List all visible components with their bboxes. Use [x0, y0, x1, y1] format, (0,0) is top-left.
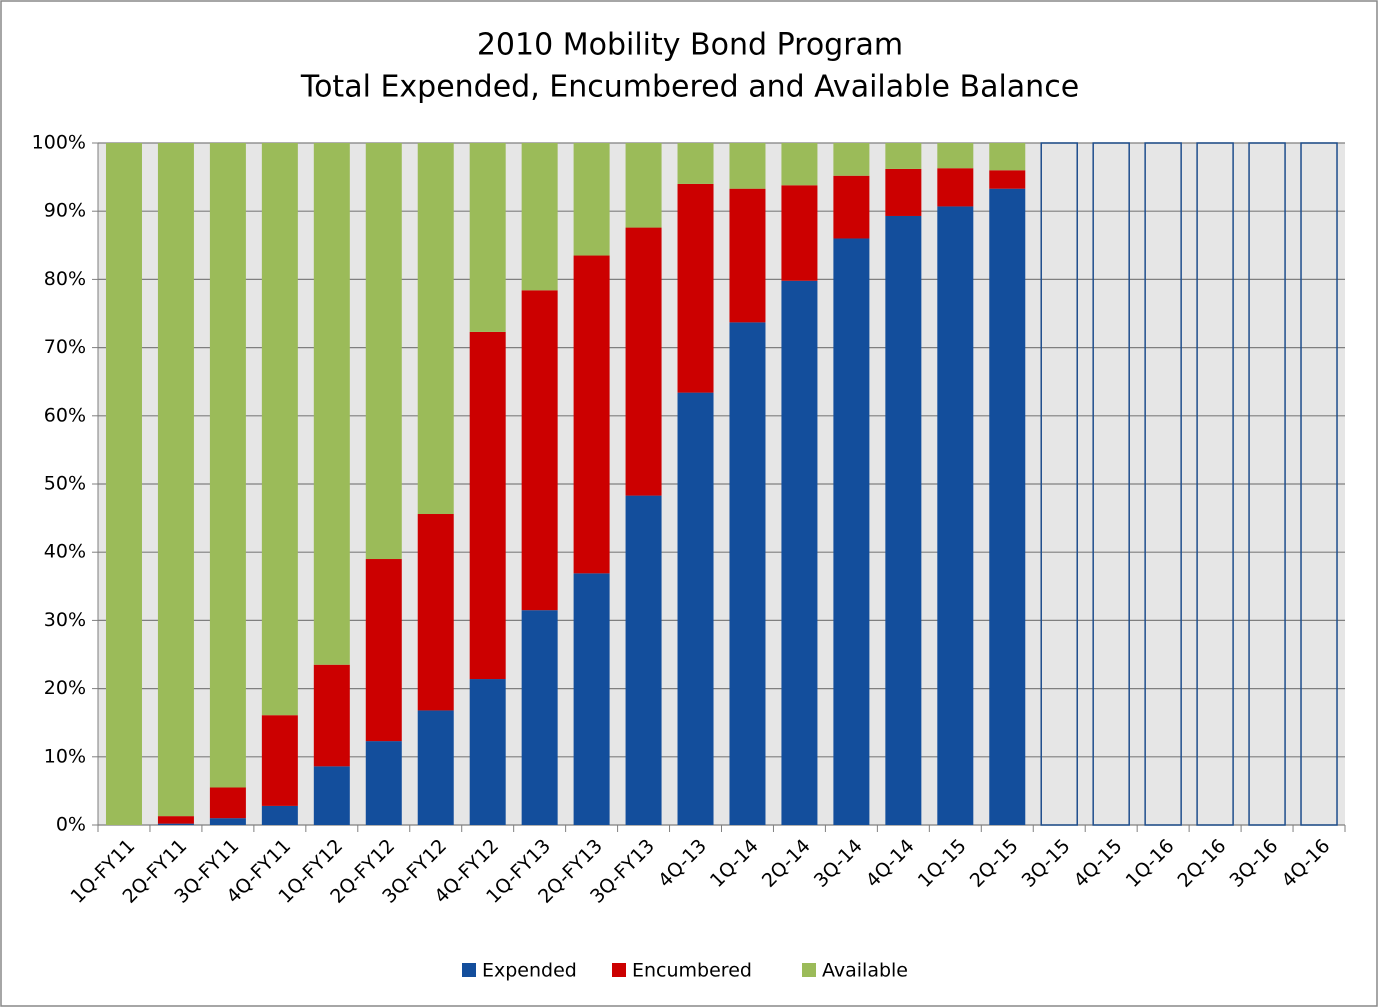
y-tick-label: 90% — [44, 200, 86, 222]
bar-segment — [833, 175, 870, 239]
legend-swatch — [612, 963, 626, 977]
bar-segment — [417, 143, 454, 515]
empty-bar — [1144, 142, 1182, 826]
bar-segment — [625, 227, 662, 496]
y-tick-label: 60% — [44, 404, 86, 426]
bar-segment — [157, 143, 194, 817]
legend-label: Encumbered — [632, 960, 752, 982]
bar-segment — [365, 741, 402, 825]
bar-segment — [157, 823, 194, 825]
empty-bar — [1300, 142, 1338, 826]
bar-segment — [573, 573, 610, 825]
bar-segment — [157, 816, 194, 824]
bar-segment — [989, 143, 1026, 171]
chart-title: 2010 Mobility Bond Program — [477, 28, 903, 63]
bar-segment — [677, 143, 714, 184]
empty-bar — [1040, 142, 1078, 826]
bar-segment — [729, 322, 766, 825]
y-tick-label: 0% — [56, 814, 86, 836]
empty-bar — [1196, 142, 1234, 826]
y-tick-label: 10% — [44, 745, 86, 767]
bar-segment — [365, 143, 402, 560]
bar-segment — [625, 495, 662, 825]
bar-segment — [885, 143, 922, 169]
bar-segment — [677, 183, 714, 393]
bar-segment — [105, 143, 142, 825]
legend-label: Available — [822, 960, 908, 982]
bar-segment — [313, 664, 350, 767]
legend-swatch — [802, 963, 816, 977]
bar-segment — [833, 143, 870, 176]
bar-segment — [937, 206, 974, 825]
bar-segment — [781, 143, 818, 186]
y-tick-label: 20% — [44, 677, 86, 699]
empty-bar — [1092, 142, 1130, 826]
bar-segment — [521, 290, 558, 611]
bar-segment — [885, 168, 922, 216]
legend-label: Expended — [482, 960, 577, 982]
bar-segment — [313, 143, 350, 665]
legend-swatch — [462, 963, 476, 977]
bar-segment — [313, 766, 350, 825]
bar-segment — [989, 188, 1026, 826]
bar-segment — [469, 331, 506, 680]
bar-segment — [365, 559, 402, 742]
bar-segment — [417, 710, 454, 825]
y-tick-label: 30% — [44, 609, 86, 631]
bar-segment — [781, 185, 818, 281]
bar-segment — [209, 787, 246, 819]
bar-segment — [261, 143, 298, 716]
y-tick-label: 50% — [44, 473, 86, 495]
y-tick-label: 40% — [44, 541, 86, 563]
bar-segment — [521, 610, 558, 825]
bar-segment — [729, 188, 766, 323]
bar-segment — [261, 805, 298, 825]
bar-segment — [937, 143, 974, 169]
empty-bar — [1248, 142, 1286, 826]
bar-segment — [521, 143, 558, 291]
y-tick-label: 70% — [44, 336, 86, 358]
bar-segment — [625, 143, 662, 228]
bar-segment — [209, 143, 246, 788]
bar-segment — [417, 514, 454, 711]
y-tick-label: 100% — [32, 132, 86, 154]
y-tick-label: 80% — [44, 268, 86, 290]
bar-segment — [573, 143, 610, 256]
bar-segment — [469, 679, 506, 825]
bar-segment — [833, 238, 870, 826]
bar-segment — [885, 215, 922, 825]
chart-subtitle: Total Expended, Encumbered and Available… — [300, 70, 1079, 105]
bar-segment — [781, 280, 818, 825]
bar-segment — [989, 170, 1026, 189]
bar-segment — [937, 168, 974, 207]
bar-segment — [729, 143, 766, 189]
bar-segment — [469, 143, 506, 332]
bar-segment — [261, 715, 298, 806]
bar-segment — [209, 818, 246, 825]
bar-segment — [573, 255, 610, 574]
bar-segment — [677, 392, 714, 825]
